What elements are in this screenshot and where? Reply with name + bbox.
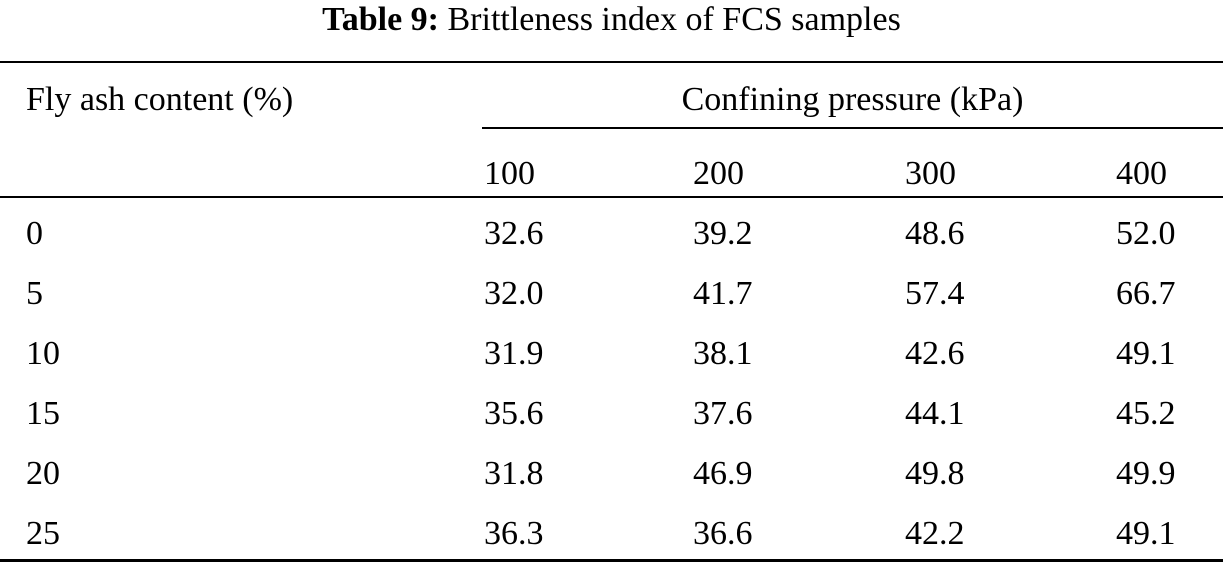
column-header: 100 [484, 155, 535, 192]
table-caption: Table 9: Brittleness index of FCS sample… [0, 0, 1223, 46]
table-cell: 49.1 [1116, 515, 1176, 552]
table-cell: 36.6 [693, 515, 753, 552]
table-cell: 49.8 [905, 455, 965, 492]
row-label: 0 [26, 215, 43, 252]
row-label: 10 [26, 335, 60, 372]
row-label: 15 [26, 395, 60, 432]
header-bottom-rule [0, 196, 1223, 198]
table-cell: 41.7 [693, 275, 753, 312]
table-cell: 48.6 [905, 215, 965, 252]
table-cell: 46.9 [693, 455, 753, 492]
span-header: Confining pressure (kPa) [681, 81, 1024, 118]
table-caption-text: Brittleness index of FCS samples [447, 1, 901, 38]
table-cell: 38.1 [693, 335, 753, 372]
table-cell: 66.7 [1116, 275, 1176, 312]
table-cell: 49.1 [1116, 335, 1176, 372]
table-cell: 52.0 [1116, 215, 1176, 252]
table-caption-label: Table 9: [322, 1, 439, 38]
table-cell: 42.6 [905, 335, 965, 372]
row-label: 5 [26, 275, 43, 312]
row-label: 20 [26, 455, 60, 492]
column-header: 300 [905, 155, 956, 192]
table-bottom-rule [0, 559, 1223, 562]
table-cell: 32.6 [484, 215, 544, 252]
table-cell: 57.4 [905, 275, 965, 312]
span-header-rule [482, 127, 1223, 129]
column-header: 400 [1116, 155, 1167, 192]
table-cell: 31.9 [484, 335, 544, 372]
table-cell: 37.6 [693, 395, 753, 432]
table-cell: 45.2 [1116, 395, 1176, 432]
table-cell: 31.8 [484, 455, 544, 492]
table-cell: 35.6 [484, 395, 544, 432]
table-cell: 39.2 [693, 215, 753, 252]
table-top-rule [0, 61, 1223, 63]
table-cell: 49.9 [1116, 455, 1176, 492]
column-header: 200 [693, 155, 744, 192]
table-cell: 32.0 [484, 275, 544, 312]
table-cell: 44.1 [905, 395, 965, 432]
row-label: 25 [26, 515, 60, 552]
table-cell: 42.2 [905, 515, 965, 552]
table-cell: 36.3 [484, 515, 544, 552]
stub-header: Fly ash content (%) [26, 81, 294, 118]
